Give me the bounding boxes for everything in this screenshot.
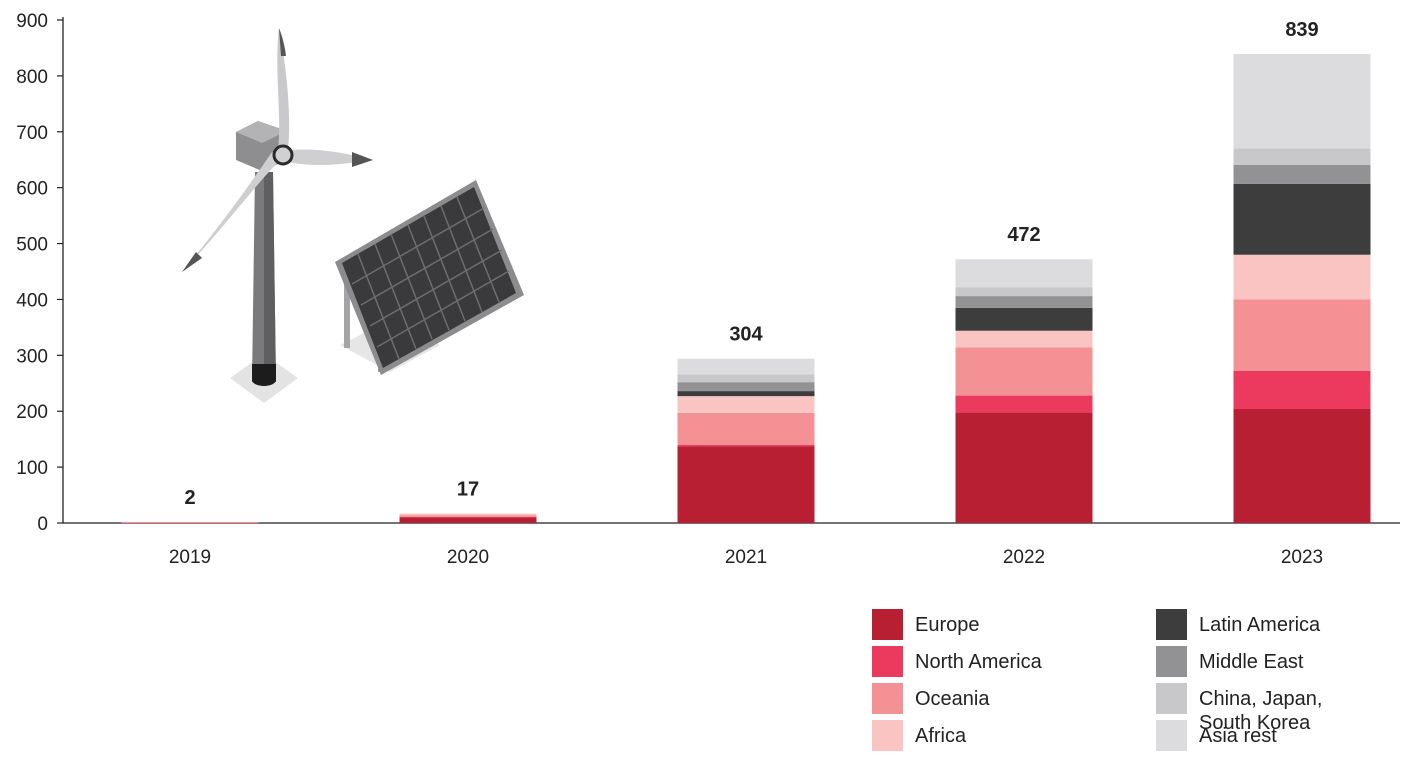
legend-swatch bbox=[1156, 720, 1187, 751]
legend-label: China, Japan, bbox=[1199, 688, 1322, 710]
bar-segment bbox=[1233, 164, 1371, 184]
bar-segment bbox=[955, 412, 1093, 523]
wind-turbine-icon bbox=[182, 28, 373, 403]
bar-segment bbox=[677, 358, 815, 375]
legend-swatch bbox=[1156, 646, 1187, 677]
legend: Europe North America Oceania Africa Latin Am… bbox=[872, 609, 1322, 751]
bar-segment bbox=[955, 330, 1093, 348]
y-tick-label: 700 bbox=[16, 123, 48, 144]
bar-segment bbox=[677, 446, 815, 523]
bar-segment bbox=[399, 515, 537, 517]
legend-swatch bbox=[872, 720, 903, 751]
bar-segment bbox=[677, 391, 815, 397]
legend-label: Latin America bbox=[1199, 614, 1321, 636]
bar-segment bbox=[121, 521, 259, 523]
legend-label: Europe bbox=[915, 614, 980, 636]
bar-segment bbox=[121, 522, 259, 523]
x-tick-label: 2020 bbox=[447, 547, 489, 568]
legend-label: North America bbox=[915, 651, 1043, 673]
x-tick-label: 2022 bbox=[1003, 547, 1045, 568]
bar-segment bbox=[677, 396, 815, 413]
bar-segment bbox=[399, 516, 537, 518]
bars-layer bbox=[121, 54, 1371, 524]
total-label: 304 bbox=[729, 324, 763, 346]
x-tick-label: 2019 bbox=[169, 547, 211, 568]
bar-segment bbox=[121, 522, 259, 524]
bar-segment bbox=[955, 259, 1093, 288]
bar-segment bbox=[677, 382, 815, 392]
bar-segment bbox=[677, 412, 815, 445]
legend-label: Africa bbox=[915, 725, 967, 747]
legend-label: South Korea bbox=[1199, 712, 1311, 734]
y-tick-label: 300 bbox=[16, 346, 48, 367]
legend-label: Middle East bbox=[1199, 651, 1304, 673]
bar-segment bbox=[955, 307, 1093, 331]
legend-swatch bbox=[872, 646, 903, 677]
legend-swatch bbox=[872, 683, 903, 714]
bar-segment bbox=[677, 444, 815, 447]
y-tick-label: 400 bbox=[16, 290, 48, 311]
legend-swatch bbox=[1156, 609, 1187, 640]
bar-segment bbox=[955, 287, 1093, 297]
total-label: 839 bbox=[1285, 19, 1318, 41]
y-tick-label: 800 bbox=[16, 67, 48, 88]
bar-segment bbox=[1233, 183, 1371, 255]
bar-segment bbox=[399, 517, 537, 523]
solar-panel-icon bbox=[335, 180, 524, 375]
bar-segment bbox=[1233, 370, 1371, 409]
total-label: 2 bbox=[184, 487, 195, 509]
legend-label: Asia rest bbox=[1199, 725, 1277, 747]
x-tick-label: 2023 bbox=[1281, 547, 1323, 568]
legend-swatch bbox=[872, 609, 903, 640]
y-tick-label: 500 bbox=[16, 235, 48, 256]
y-tick-label: 100 bbox=[16, 458, 48, 479]
total-label: 17 bbox=[457, 478, 479, 500]
y-tick-label: 0 bbox=[37, 514, 48, 535]
labels-layer: 2 17 304 472 839 bbox=[184, 19, 1318, 509]
bar-segment bbox=[1233, 254, 1371, 300]
bar-segment bbox=[1233, 54, 1371, 149]
y-tick-label: 900 bbox=[16, 11, 48, 32]
bar-segment bbox=[399, 513, 537, 516]
total-label: 472 bbox=[1007, 224, 1040, 246]
bar-segment bbox=[955, 347, 1093, 396]
bar-segment bbox=[955, 296, 1093, 308]
bar-segment bbox=[677, 374, 815, 383]
y-tick-label: 600 bbox=[16, 179, 48, 200]
legend-swatch bbox=[1156, 683, 1187, 714]
x-tick-label: 2021 bbox=[725, 547, 767, 568]
bar-segment bbox=[1233, 299, 1371, 371]
bar-segment bbox=[1233, 408, 1371, 523]
y-tick-label: 200 bbox=[16, 402, 48, 423]
bar-segment bbox=[1233, 148, 1371, 165]
legend-label: Oceania bbox=[915, 688, 990, 710]
bar-segment bbox=[955, 395, 1093, 413]
axes: 0 100 200 300 400 500 600 700 800 900 2019 2020 2021… bbox=[16, 11, 1400, 568]
